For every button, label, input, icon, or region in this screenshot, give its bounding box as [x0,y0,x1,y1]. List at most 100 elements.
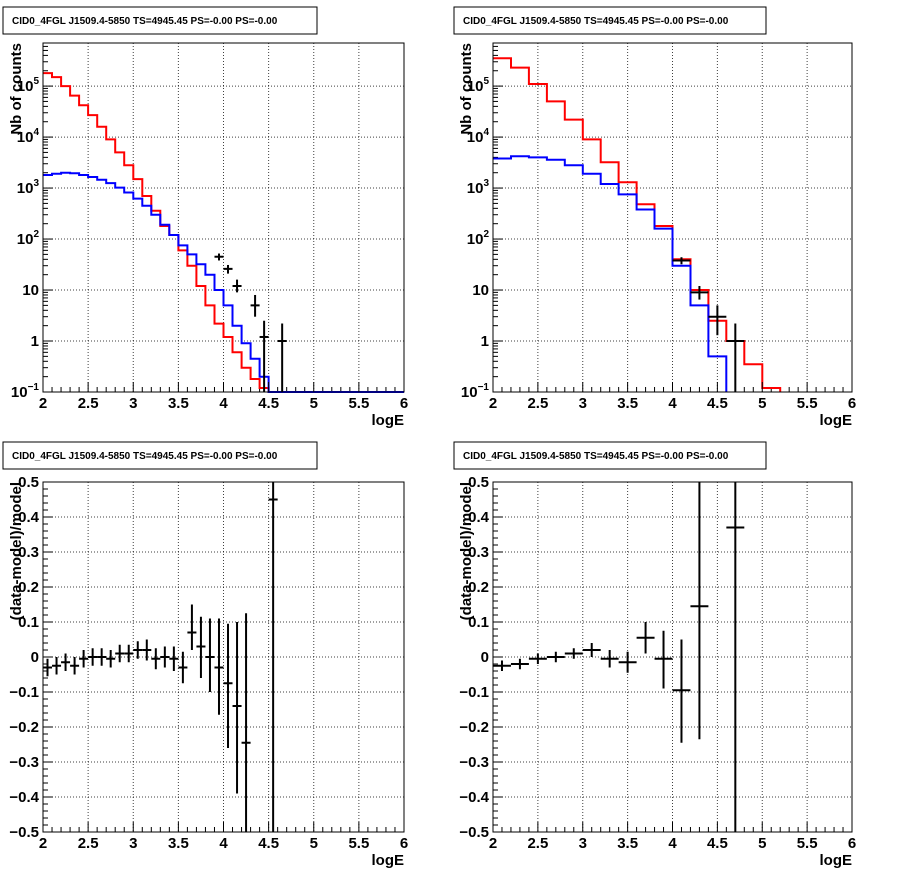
y-tick-label: 10 [22,282,39,299]
data-point [528,653,547,664]
y-tick-base: 0 [31,649,39,666]
data-point [106,650,116,668]
y-tick-base: −0.3 [459,754,489,771]
y-axis-title: Nb of counts [8,43,25,135]
data-point [169,646,179,671]
y-tick-exponent: −1 [28,382,40,393]
data-point [268,482,278,832]
y-tick-exponent: 2 [483,229,489,240]
y-tick-base: 10 [467,78,484,95]
minor-ticks [43,45,396,392]
y-tick-label: 0.5 [18,474,39,491]
y-tick-base: 0.3 [18,544,39,561]
y-tick-base: 10 [467,231,484,248]
minor-ticks [493,45,844,392]
data-point [232,279,242,293]
y-axis-title: (data-model)/model [8,482,25,620]
y-tick-label: −0.1 [459,684,489,701]
data-point [618,651,637,673]
data-point [79,650,89,668]
y-tick-label: 104 [467,127,490,146]
y-tick-base: −0.1 [9,684,39,701]
y-tick-base: 0.3 [468,544,489,561]
chart-panel-4: CID0_4FGL J1509.4-5850 TS=4945.45 PS=-0.… [453,441,856,869]
x-tick-label: 3 [579,835,587,852]
y-tick-label: 0.3 [468,544,489,561]
y-tick-exponent: 3 [483,178,489,189]
x-tick-label: 3.5 [168,835,189,852]
y-tick-label: 102 [467,229,490,248]
y-tick-base: 10 [17,78,34,95]
x-tick-label: 2.5 [527,395,548,412]
y-tick-label: 103 [17,178,40,197]
y-tick-label: 10−1 [461,382,490,401]
data-point [160,646,170,668]
y-tick-label: 103 [467,178,490,197]
data-point [43,658,53,677]
x-tick-label: 4.5 [258,395,279,412]
chart-title: CID0_4FGL J1509.4-5850 TS=4945.45 PS=-0.… [12,16,278,27]
y-tick-label: 10−1 [11,382,40,401]
x-axis-title: logE [820,852,853,869]
data-point [52,657,62,675]
x-tick-label: 2.5 [78,395,99,412]
y-tick-label: −0.4 [9,789,39,806]
y-tick-label: −0.1 [9,684,39,701]
x-tick-label: 6 [848,395,856,412]
y-axis-title: Nb of counts [458,43,475,135]
x-tick-label: 4.5 [707,395,728,412]
data-point [672,639,691,743]
y-tick-label: −0.5 [459,824,489,841]
y-tick-label: 0.2 [468,579,489,596]
y-tick-base: 0.1 [18,614,39,631]
data-point [277,323,287,392]
chart-panel-3: CID0_4FGL J1509.4-5850 TS=4945.45 PS=-0.… [2,441,408,869]
x-tick-label: 6 [400,835,408,852]
y-tick-base: 10 [11,384,28,401]
y-tick-label: 1 [481,333,489,350]
title-box [2,6,318,35]
x-tick-label: 2.5 [527,835,548,852]
y-tick-exponent: 3 [33,178,39,189]
y-tick-label: −0.4 [459,789,489,806]
x-tick-label: 5 [758,835,766,852]
y-tick-base: 10 [467,129,484,146]
data-point [690,482,709,740]
y-tick-label: −0.3 [459,754,489,771]
y-tick-base: −0.4 [9,789,39,806]
x-tick-label: 4.5 [707,835,728,852]
x-tick-label: 5 [758,395,766,412]
data-point [124,644,134,663]
y-tick-base: 10 [22,282,39,299]
y-tick-label: −0.2 [9,719,39,736]
x-tick-label: 5.5 [797,835,818,852]
y-tick-exponent: 4 [483,127,489,138]
minor-ticks [493,481,844,833]
y-tick-base: −0.1 [459,684,489,701]
y-tick-label: 0.1 [468,614,489,631]
y-tick-exponent: −1 [478,382,490,393]
x-tick-label: 3.5 [168,395,189,412]
y-tick-base: 0.5 [18,474,39,491]
x-tick-label: 5 [310,395,318,412]
y-tick-label: −0.2 [459,719,489,736]
x-axis-title: logE [372,852,405,869]
data-point [223,623,233,748]
y-tick-base: 10 [472,282,489,299]
x-tick-label: 5.5 [348,835,369,852]
y-tick-exponent: 4 [33,127,39,138]
y-tick-base: 0.1 [468,614,489,631]
y-tick-label: 10 [472,282,489,299]
data-point [241,613,251,832]
y-tick-base: −0.5 [9,824,39,841]
data-point [708,305,727,336]
y-axis-title: (data-model)/model [458,482,475,620]
x-tick-label: 3 [129,835,137,852]
y-tick-exponent: 5 [33,76,39,87]
y-tick-base: 10 [17,129,34,146]
data-point [223,264,233,274]
chart-title: CID0_4FGL J1509.4-5850 TS=4945.45 PS=-0.… [463,451,729,462]
data-point [493,660,511,671]
data-point [187,604,197,650]
